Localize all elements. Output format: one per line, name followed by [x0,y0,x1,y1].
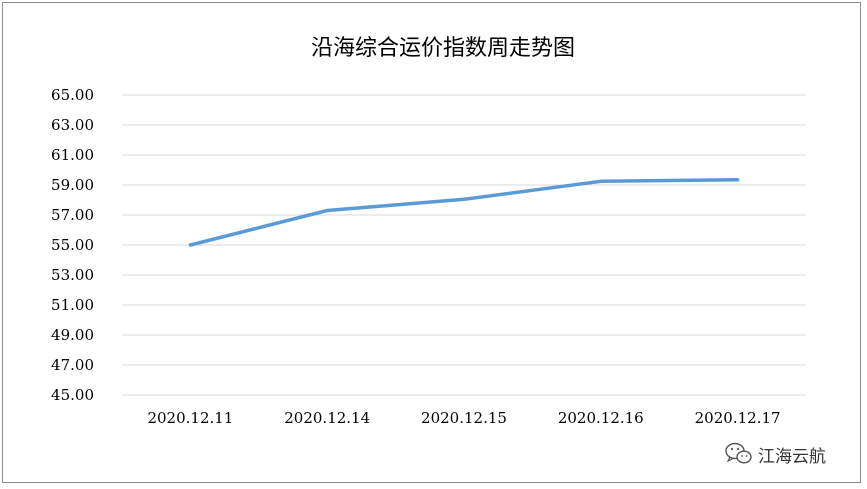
y-tick-label: 61.00 [51,146,94,164]
data-point [188,243,192,247]
x-tick-label: 2020.12.17 [695,409,781,427]
x-tick-label: 2020.12.16 [558,409,644,427]
x-tick-label: 2020.12.15 [421,409,507,427]
y-tick-label: 45.00 [51,386,94,404]
y-tick-label: 53.00 [51,266,94,284]
x-tick-label: 2020.12.11 [147,409,233,427]
x-axis-ticks: 2020.12.11 2020.12.14 2020.12.15 2020.12.16… [147,409,780,427]
wechat-icon [725,442,752,464]
y-axis-ticks: 45.00 47.00 49.00 51.00 53.00 55.00 57.00 59.00… [51,86,94,404]
watermark-text: 江海云航 [758,447,826,467]
y-tick-label: 51.00 [51,296,94,314]
y-tick-label: 59.00 [51,176,94,194]
y-tick-label: 63.00 [51,116,94,134]
data-point [736,178,740,182]
data-point [325,209,329,212]
y-tick-label: 55.00 [51,236,94,254]
data-point [599,179,603,183]
gridlines [122,94,806,396]
watermark: 江海云航 [725,442,826,467]
series-line [188,178,740,247]
data-point [462,197,466,201]
chart-title: 沿海综合运价指数周走势图 [311,36,575,61]
series-layer [188,178,740,247]
y-tick-label: 57.00 [51,206,94,224]
y-tick-label: 47.00 [51,356,94,374]
chart-frame [2,2,861,483]
x-tick-label: 2020.12.14 [284,409,370,427]
y-tick-label: 65.00 [51,86,94,104]
y-tick-label: 49.00 [51,326,94,344]
